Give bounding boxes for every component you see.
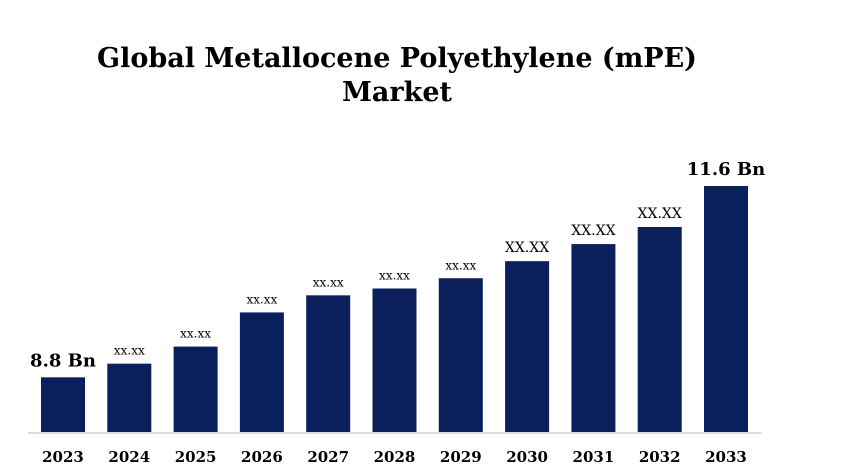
x-tick-label-2031: 2031 <box>573 448 615 466</box>
bar-2031 <box>571 244 616 432</box>
x-tick-label-2023: 2023 <box>42 448 84 466</box>
x-tick-label-2027: 2027 <box>307 448 349 466</box>
bar-2030 <box>505 261 550 432</box>
x-tick-label-2026: 2026 <box>241 448 283 466</box>
bar-2033 <box>704 186 748 432</box>
bar-2028 <box>372 288 417 432</box>
data-label-2026: xx.xx <box>246 292 277 306</box>
data-label-2023: 8.8 Bn <box>30 350 96 371</box>
chart-title-line-1: Global Metallocene Polyethylene (mPE) <box>97 43 697 74</box>
data-label-2031: XX.XX <box>571 223 615 239</box>
bar-2024 <box>107 363 152 432</box>
data-label-2025: xx.xx <box>180 327 211 341</box>
bar-2027 <box>306 295 351 432</box>
x-tick-label-2028: 2028 <box>374 448 416 466</box>
x-tick-label-2025: 2025 <box>175 448 217 466</box>
data-label-2027: xx.xx <box>313 275 344 289</box>
bar-2025 <box>173 346 218 432</box>
x-tick-label-2029: 2029 <box>440 448 482 466</box>
data-label-2033: 11.6 Bn <box>687 159 765 180</box>
data-label-2030: XX.XX <box>505 240 549 256</box>
data-label-2024: xx.xx <box>114 344 145 358</box>
chart-title: Global Metallocene Polyethylene (mPE) Ma… <box>0 42 794 110</box>
bar-2026 <box>239 312 284 432</box>
data-label-2028: xx.xx <box>379 269 410 283</box>
x-tick-label-2032: 2032 <box>639 448 681 466</box>
x-tick-label-2033: 2033 <box>705 448 747 466</box>
bar-2023 <box>41 377 85 432</box>
x-tick-label-2030: 2030 <box>506 448 548 466</box>
bar-2032 <box>637 227 682 432</box>
data-label-2032: XX.XX <box>638 206 682 222</box>
bar-2029 <box>438 278 483 432</box>
chart-title-line-2: Market <box>342 77 452 108</box>
data-label-2029: xx.xx <box>445 258 476 272</box>
x-tick-label-2024: 2024 <box>108 448 150 466</box>
